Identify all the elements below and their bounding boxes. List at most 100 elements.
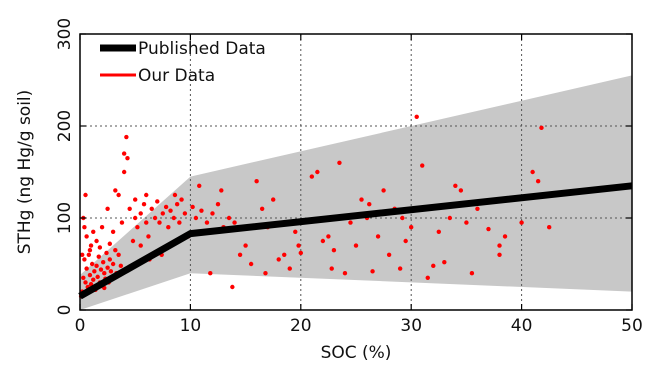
- data-point: [166, 225, 171, 230]
- data-point: [87, 272, 93, 278]
- data-point: [107, 241, 113, 246]
- data-point: [276, 257, 281, 262]
- data-point: [135, 225, 140, 230]
- data-point: [83, 280, 88, 285]
- data-point: [436, 229, 441, 234]
- ticks-layer: 0 10 20 30 40 50 0 100 200 300: [55, 18, 643, 336]
- data-point: [172, 192, 178, 198]
- data-point: [210, 211, 215, 216]
- data-point: [530, 169, 535, 175]
- data-point: [208, 271, 213, 276]
- data-point: [337, 160, 342, 165]
- data-point: [121, 151, 127, 156]
- data-point: [469, 271, 475, 276]
- uncertainty-band-layer: [80, 75, 632, 311]
- legend: Published Data Our Data: [100, 39, 266, 86]
- data-point: [84, 234, 89, 239]
- data-point: [282, 252, 287, 257]
- data-point: [375, 234, 381, 239]
- data-point: [124, 134, 129, 140]
- data-point: [116, 192, 121, 198]
- data-point: [138, 211, 143, 216]
- data-point: [98, 267, 104, 272]
- data-point: [309, 174, 315, 179]
- data-point: [400, 215, 405, 221]
- legend-label-published-data: Published Data: [138, 39, 266, 59]
- data-point: [190, 204, 195, 210]
- data-point: [83, 192, 88, 198]
- data-point: [160, 211, 165, 216]
- data-point: [105, 265, 110, 270]
- data-point: [539, 125, 544, 131]
- data-point: [331, 248, 337, 253]
- data-point: [149, 206, 154, 211]
- x-tick-label: 0: [75, 316, 86, 336]
- data-point: [204, 220, 210, 225]
- x-axis-title: SOC (%): [321, 343, 392, 363]
- data-point: [232, 220, 237, 225]
- data-point: [263, 271, 268, 276]
- y-tick-label: 100: [55, 202, 75, 234]
- data-point: [89, 261, 95, 267]
- data-point: [519, 220, 524, 225]
- data-point: [82, 257, 87, 262]
- data-point: [81, 275, 86, 280]
- x-tick-label: 30: [400, 316, 422, 336]
- y-axis-title: STHg (ng Hg/g soil): [15, 90, 35, 255]
- data-point: [497, 243, 502, 248]
- data-point: [133, 197, 138, 202]
- data-point: [94, 238, 99, 244]
- data-point: [104, 250, 109, 256]
- data-point: [409, 225, 414, 230]
- data-point: [254, 179, 259, 184]
- data-point: [342, 271, 348, 276]
- data-point: [152, 215, 158, 221]
- data-point: [171, 215, 177, 221]
- data-point: [226, 215, 232, 221]
- y-tick-label: 0: [55, 305, 75, 316]
- uncertainty-band: [80, 75, 632, 311]
- plot-frame: [79, 33, 633, 311]
- data-point: [298, 250, 303, 256]
- data-point: [296, 243, 301, 248]
- data-point: [414, 114, 419, 120]
- data-point: [107, 257, 113, 262]
- y-tick-label: 200: [55, 110, 75, 142]
- data-point: [353, 243, 359, 248]
- data-point: [119, 220, 125, 225]
- data-point: [116, 252, 121, 257]
- data-point: [102, 271, 107, 276]
- data-point: [403, 238, 408, 244]
- data-point: [138, 243, 143, 248]
- data-point: [447, 215, 453, 221]
- data-point: [84, 266, 89, 271]
- data-point: [219, 188, 224, 193]
- data-point: [458, 188, 464, 193]
- x-tick-label: 50: [621, 316, 643, 336]
- data-point: [320, 238, 326, 244]
- data-point: [370, 269, 375, 274]
- data-point: [80, 252, 85, 257]
- data-point: [146, 234, 151, 239]
- data-point: [453, 183, 458, 188]
- data-point: [174, 202, 180, 207]
- data-point: [535, 179, 541, 184]
- published-data-line: [78, 182, 633, 300]
- data-point: [94, 263, 99, 269]
- x-tick-label: 20: [290, 316, 312, 336]
- data-point: [177, 220, 182, 225]
- data-point: [141, 202, 147, 207]
- data-point: [199, 208, 204, 213]
- data-point: [381, 188, 386, 193]
- data-point: [87, 248, 93, 253]
- data-point: [121, 169, 127, 175]
- data-point: [237, 252, 243, 257]
- data-point: [431, 263, 436, 269]
- data-point: [92, 269, 97, 274]
- data-point: [248, 261, 254, 267]
- legend-label-our-data: Our Data: [138, 66, 215, 86]
- data-point: [420, 163, 425, 168]
- data-point: [348, 220, 353, 225]
- data-point: [144, 192, 149, 198]
- data-point: [82, 225, 87, 230]
